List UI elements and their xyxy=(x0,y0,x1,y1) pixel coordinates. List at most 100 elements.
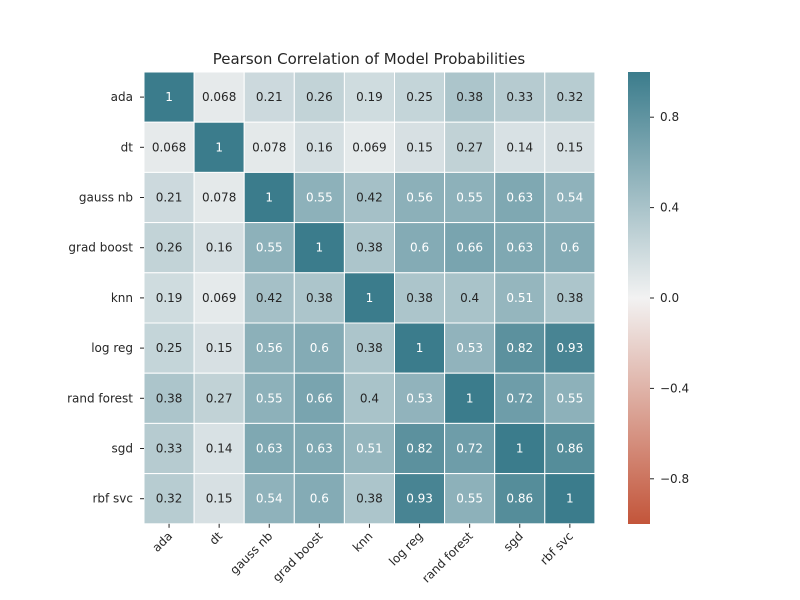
cell-value-label: 0.55 xyxy=(256,241,283,255)
cell-value-label: 0.26 xyxy=(306,90,333,104)
cell-value-label: 0.14 xyxy=(206,442,233,456)
heatmap-cell xyxy=(394,422,446,475)
x-tick-label: ada xyxy=(149,529,175,555)
cell-value-label: 0.42 xyxy=(256,291,283,305)
heatmap-cell xyxy=(494,71,546,123)
cell-value-label: 0.56 xyxy=(406,191,433,205)
y-tick-label: knn xyxy=(111,291,133,305)
cell-value-label: 0.069 xyxy=(352,140,386,154)
cell-value-label: 0.66 xyxy=(306,391,333,405)
x-tick-label: rand forest xyxy=(419,529,476,586)
cell-value-label: 0.55 xyxy=(556,391,583,405)
heatmap-cell xyxy=(193,372,245,424)
heatmap-cell xyxy=(544,272,596,324)
cell-value-label: 0.56 xyxy=(256,341,283,355)
heatmap-cell xyxy=(193,222,245,274)
cell-value-label: 0.53 xyxy=(406,391,433,405)
cell-value-label: 0.38 xyxy=(156,391,183,405)
heatmap-cell xyxy=(293,322,345,374)
heatmap-cell xyxy=(544,171,596,224)
heatmap-cell xyxy=(193,171,245,224)
cell-value-label: 0.86 xyxy=(556,442,583,456)
y-tick-label: ada xyxy=(111,90,133,104)
cell-value-label: 0.16 xyxy=(206,241,233,255)
cell-value-label: 0.93 xyxy=(556,341,583,355)
heatmap-cell xyxy=(444,272,496,324)
heatmap-cell xyxy=(494,121,546,173)
heatmap-cell xyxy=(544,473,596,525)
heatmap-cell xyxy=(444,422,496,475)
cell-value-label: 0.21 xyxy=(156,191,183,205)
heatmap-cell xyxy=(293,272,345,324)
cell-value-label: 1 xyxy=(466,391,474,405)
cell-value-label: 1 xyxy=(366,291,374,305)
cell-value-label: 0.51 xyxy=(356,442,383,456)
cell-value-label: 0.078 xyxy=(202,191,236,205)
cell-value-label: 0.51 xyxy=(506,291,533,305)
y-tick-label: rand forest xyxy=(67,391,133,405)
cell-value-label: 0.55 xyxy=(306,191,333,205)
cell-value-label: 0.53 xyxy=(456,341,483,355)
heatmap-cell xyxy=(243,121,295,173)
heatmap-cell xyxy=(193,322,245,374)
cell-value-label: 1 xyxy=(316,241,324,255)
colorbar-tick-label: 0.4 xyxy=(660,201,679,215)
cell-value-label: 1 xyxy=(165,90,173,104)
heatmap-cell xyxy=(293,473,345,525)
heatmap-cell xyxy=(243,473,295,525)
heatmap-cell xyxy=(143,121,195,173)
cell-value-label: 0.4 xyxy=(360,391,379,405)
heatmap-cell xyxy=(243,171,295,224)
y-tick-label: log reg xyxy=(91,341,133,355)
heatmap-cell xyxy=(343,121,395,173)
heatmap-cell xyxy=(343,473,395,525)
cell-value-label: 0.38 xyxy=(356,241,383,255)
x-tick-label: knn xyxy=(350,529,376,555)
x-tick-label: dt xyxy=(207,529,226,548)
cell-value-label: 0.93 xyxy=(406,492,433,506)
heatmap-cell xyxy=(343,422,395,475)
cell-value-label: 0.63 xyxy=(506,191,533,205)
cell-value-label: 1 xyxy=(416,341,424,355)
y-tick-label: sgd xyxy=(112,442,134,456)
heatmap-cell xyxy=(293,171,345,224)
cell-value-label: 0.42 xyxy=(356,191,383,205)
x-tick-label: gauss nb xyxy=(227,529,275,577)
cell-value-label: 0.6 xyxy=(310,492,329,506)
heatmap-cell xyxy=(444,121,496,173)
heatmap-cell xyxy=(193,71,245,123)
heatmap-cell xyxy=(143,171,195,224)
cell-value-label: 0.66 xyxy=(456,241,483,255)
heatmap-cells: 1 0.068 0.21 0.26 0.19 0.25 0.38 0.33 0.32 0.068 1… xyxy=(143,71,596,525)
cell-value-label: 0.4 xyxy=(460,291,479,305)
x-tick-label: grad boost xyxy=(270,529,326,585)
cell-value-label: 0.19 xyxy=(156,291,183,305)
cell-value-label: 0.32 xyxy=(156,492,183,506)
cell-value-label: 0.15 xyxy=(206,492,233,506)
cell-value-label: 0.63 xyxy=(256,442,283,456)
y-tick-label: rbf svc xyxy=(92,492,133,506)
heatmap-cell xyxy=(243,272,295,324)
cell-value-label: 1 xyxy=(516,442,524,456)
heatmap-cell xyxy=(243,322,295,374)
heatmap-cell xyxy=(544,422,596,475)
cell-value-label: 0.82 xyxy=(506,341,533,355)
colorbar-tick-label: −0.8 xyxy=(660,472,689,486)
heatmap-cell xyxy=(444,473,496,525)
y-tick-label: gauss nb xyxy=(79,191,133,205)
cell-value-label: 0.33 xyxy=(506,90,533,104)
cell-value-label: 0.38 xyxy=(406,291,433,305)
heatmap-cell xyxy=(343,372,395,424)
cell-value-label: 0.72 xyxy=(456,442,483,456)
cell-value-label: 0.55 xyxy=(456,492,483,506)
colorbar: 0.8 0.4 0.0 −0.4 −0.8 xyxy=(628,72,689,524)
x-tick-label: log reg xyxy=(386,529,425,568)
y-tick-label: dt xyxy=(121,140,134,154)
cell-value-label: 0.21 xyxy=(256,90,283,104)
heatmap-cell xyxy=(444,372,496,424)
cell-value-label: 0.6 xyxy=(410,241,429,255)
cell-value-label: 0.72 xyxy=(506,391,533,405)
cell-value-label: 1 xyxy=(566,492,574,506)
heatmap-cell xyxy=(293,422,345,475)
